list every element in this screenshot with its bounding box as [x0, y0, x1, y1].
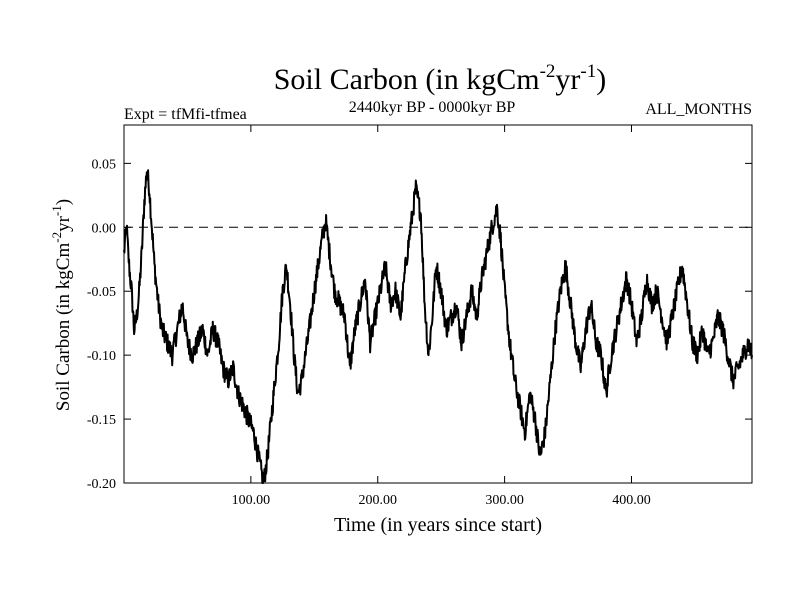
ylabel-end: ): [53, 199, 74, 205]
series-line-soil-carbon: [123, 169, 753, 484]
y-tick-label: -0.15: [87, 413, 116, 428]
plot-frame: [123, 124, 753, 484]
title-mid: yr: [555, 63, 580, 96]
subtitle-experiment: Expt = tfMfi-tfmea: [124, 106, 247, 123]
x-axis-ticks: 100.00 200.00 300.00 400.00: [232, 125, 651, 508]
chart-title: Soil Carbon (in kgCm-2yr-1): [274, 61, 607, 96]
y-tick-label: 0.00: [92, 221, 117, 236]
x-tick-label: 100.00: [232, 493, 271, 508]
subtitle-period: 2440kyr BP - 0000kyr BP: [349, 99, 516, 116]
x-tick-label: 400.00: [612, 493, 651, 508]
y-tick-label: -0.05: [87, 285, 116, 300]
ylabel-mid: yr: [53, 215, 74, 232]
y-axis-label: Soil Carbon (in kgCm-2yr-1): [49, 199, 74, 411]
ylabel-exponent-2: -1: [49, 205, 64, 216]
ylabel-main: Soil Carbon (in kgCm: [53, 243, 74, 412]
x-tick-label: 300.00: [485, 493, 524, 508]
title-exponent-2: -1: [580, 61, 596, 82]
y-tick-label: 0.05: [92, 157, 117, 172]
subtitle-months: ALL_MONTHS: [645, 101, 752, 118]
y-tick-label: -0.20: [87, 477, 116, 492]
y-tick-label: -0.10: [87, 349, 116, 364]
y-axis-ticks: 0.05 0.00 -0.05 -0.10 -0.15 -0.20: [87, 157, 752, 492]
x-tick-label: 200.00: [358, 493, 397, 508]
title-end: ): [596, 63, 606, 96]
x-axis-label: Time (in years since start): [334, 514, 542, 536]
title-main: Soil Carbon (in kgCm: [274, 63, 540, 96]
title-exponent-1: -2: [540, 61, 556, 82]
ylabel-exponent-1: -2: [49, 232, 64, 243]
